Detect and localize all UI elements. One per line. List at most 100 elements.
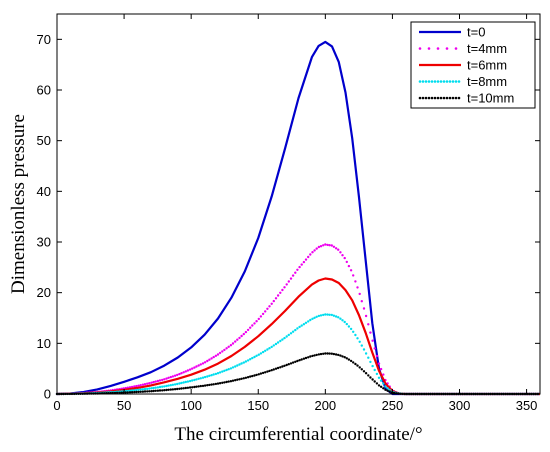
series-point <box>148 387 151 390</box>
series-point <box>341 319 344 322</box>
series-point <box>294 328 297 332</box>
series-point <box>328 244 331 247</box>
series-point <box>259 352 263 355</box>
series-point <box>356 286 359 289</box>
series-point <box>384 385 387 388</box>
series-point <box>242 377 245 380</box>
series-point <box>253 355 256 359</box>
series-point <box>287 333 290 337</box>
series-point <box>315 247 318 250</box>
series-point <box>289 277 293 280</box>
series-point <box>167 376 170 379</box>
series-point <box>154 386 157 389</box>
series-point <box>307 356 310 359</box>
series-point <box>158 379 162 382</box>
series-point <box>330 244 333 247</box>
series-point <box>369 376 372 379</box>
legend-swatch-dot <box>436 47 440 50</box>
series-point <box>367 323 370 326</box>
series-point <box>332 245 336 248</box>
series-point <box>221 370 224 373</box>
series-point <box>148 382 151 385</box>
series-point <box>266 307 269 310</box>
legend-swatch-dot <box>442 96 446 100</box>
series-point <box>139 388 142 391</box>
series-point <box>307 255 310 259</box>
series-point <box>223 348 226 352</box>
series-point <box>364 352 368 355</box>
series-point <box>345 260 348 264</box>
series-point <box>242 332 245 336</box>
series-point <box>377 376 381 379</box>
series-point <box>191 379 194 382</box>
series-point <box>137 388 140 391</box>
series-point <box>334 315 338 318</box>
series-point <box>214 372 218 376</box>
series-point <box>227 380 230 383</box>
series-point <box>285 283 288 286</box>
series-point <box>302 260 306 264</box>
series-point <box>229 380 233 383</box>
series-point <box>253 322 256 325</box>
series-point <box>216 382 220 385</box>
series-point <box>163 389 166 392</box>
series-point <box>236 378 239 381</box>
legend-label: t=4mm <box>467 41 507 56</box>
series-point <box>328 313 331 316</box>
series-point <box>176 387 179 391</box>
series-point <box>150 390 153 393</box>
series-point <box>242 361 245 364</box>
series-point <box>218 371 222 374</box>
series-dots-t-8mm <box>55 313 540 396</box>
series-point <box>210 357 213 360</box>
series-point <box>178 372 181 376</box>
series-point <box>311 317 314 320</box>
series-point <box>154 389 157 392</box>
series-point <box>133 390 136 394</box>
series-point <box>281 338 284 341</box>
series-point <box>130 391 134 394</box>
series-point <box>229 344 233 347</box>
series-point <box>165 384 168 388</box>
series-point <box>152 389 155 393</box>
y-tick-label: 20 <box>37 285 51 300</box>
series-point <box>328 352 331 355</box>
series-point <box>362 307 366 310</box>
series-point <box>251 356 254 360</box>
series-point <box>352 361 355 364</box>
series-point <box>214 354 218 357</box>
series-point <box>264 310 267 313</box>
series-point <box>322 244 325 247</box>
series-point <box>161 389 164 392</box>
series-point <box>274 342 278 346</box>
series-point <box>386 389 389 392</box>
series-point <box>388 388 391 392</box>
series-point <box>236 338 239 341</box>
series-point <box>176 373 179 377</box>
legend-swatch-dot <box>454 80 458 83</box>
series-point <box>208 374 211 377</box>
series-point <box>186 386 190 389</box>
series-point <box>264 371 267 374</box>
legend-swatch-dot <box>445 80 449 83</box>
series-point <box>227 345 230 348</box>
series-point <box>279 366 282 369</box>
series-point <box>154 380 157 383</box>
series-point <box>326 352 329 355</box>
series-point <box>255 320 258 323</box>
series-point <box>352 274 355 277</box>
legend-swatch <box>418 80 461 83</box>
series-point <box>231 366 235 369</box>
series-point <box>317 314 321 318</box>
legend-swatch-dot <box>433 80 437 83</box>
series-point <box>360 344 363 347</box>
series-point <box>319 245 323 248</box>
series-point <box>133 389 136 392</box>
y-tick-label: 50 <box>37 133 51 148</box>
legend-swatch-dot <box>421 80 425 83</box>
series-point <box>354 362 357 366</box>
series-point <box>345 322 348 326</box>
series-point <box>362 370 366 373</box>
series-point <box>309 253 312 256</box>
